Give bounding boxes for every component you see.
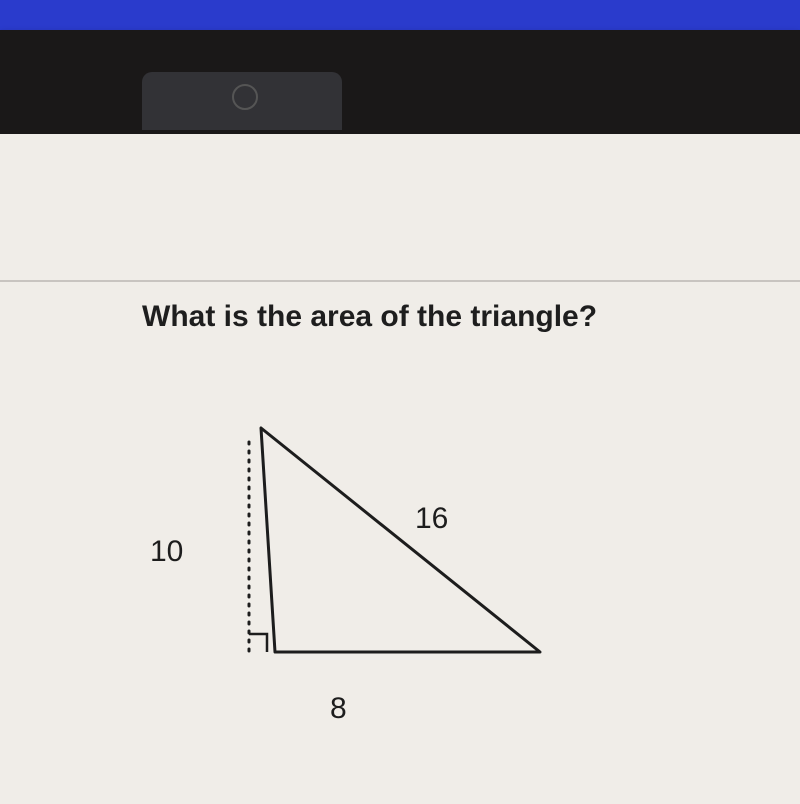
question-text: What is the area of the triangle? [142,300,597,334]
label-height: 10 [150,535,183,569]
monitor-bezel [0,30,800,140]
triangle-shape [261,428,540,652]
triangle-figure [145,420,555,735]
label-base: 8 [330,692,347,726]
label-hypotenuse: 16 [415,502,448,536]
browser-tab [142,72,342,130]
right-angle-marker [249,634,267,652]
triangle-svg [145,420,555,730]
horizontal-divider [0,280,800,282]
